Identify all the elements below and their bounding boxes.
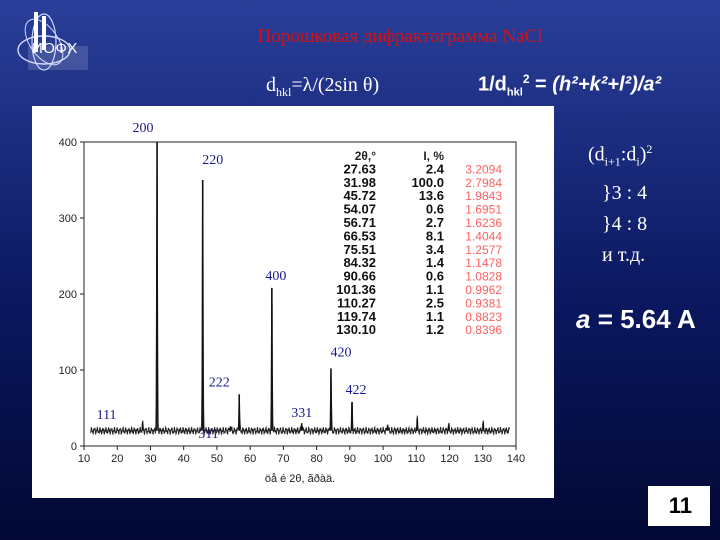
table-overlay-cell: 0.8396 xyxy=(465,323,502,337)
table-overlay-cell: 0.9381 xyxy=(465,296,502,310)
table-overlay-cell: 1.1478 xyxy=(465,256,502,270)
table-cell-2theta: 66.53 xyxy=(343,228,376,243)
y-tick-label: 400 xyxy=(59,137,77,149)
x-tick-label: 100 xyxy=(374,453,392,465)
x-tick-label: 120 xyxy=(440,453,458,465)
x-tick-label: 30 xyxy=(144,453,156,465)
x-tick-label: 50 xyxy=(211,453,223,465)
cubic-formula: 1/dhkl2 = (h²+k²+l²)/a² xyxy=(478,72,662,99)
peak-label: 220 xyxy=(202,153,223,168)
y-tick-label: 100 xyxy=(59,365,77,377)
table-cell-intensity: 100.0 xyxy=(411,175,444,190)
x-tick-label: 90 xyxy=(344,453,356,465)
table-cell-2theta: 119.74 xyxy=(337,309,377,324)
peak-label: 200 xyxy=(133,121,154,136)
table-cell-2theta: 110.27 xyxy=(337,295,376,310)
table-cell-2theta: 45.72 xyxy=(343,188,376,203)
table-cell-intensity: 2.5 xyxy=(426,295,444,310)
table-cell-2theta: 90.66 xyxy=(343,269,376,284)
table-cell-2theta: 31.98 xyxy=(343,175,376,190)
table-overlay-cell: 1.6236 xyxy=(465,216,502,230)
peak-labels: 111 200 220 311 222 400 331 420 422 xyxy=(97,121,367,442)
x-tick-label: 140 xyxy=(507,453,525,465)
table-header-intensity: I, % xyxy=(423,149,444,163)
table-cell-intensity: 3.4 xyxy=(426,242,445,257)
slide-title: Порошковая дифрактограмма NaCl xyxy=(257,26,543,47)
diffractogram-panel: 10 20 30 40 50 60 70 80 90 100 110 120 130 140 0 100 200… xyxy=(32,106,554,498)
table-overlay-cell: 0.9962 xyxy=(465,283,502,297)
ratio-header: (di+1:di)2 xyxy=(588,142,653,169)
table-overlay-cell: 3.2094 xyxy=(465,162,502,176)
table-overlay-cell: 1.4044 xyxy=(465,229,502,243)
table-cell-intensity: 1.1 xyxy=(426,282,444,297)
table-overlay-cell: 1.6951 xyxy=(465,203,502,217)
ratio-line-3: и т.д. xyxy=(602,243,646,266)
diffractogram-chart: 10 20 30 40 50 60 70 80 90 100 110 120 130 140 0 100 200… xyxy=(59,121,526,485)
y-tick-label: 0 xyxy=(71,441,77,453)
table-cell-intensity: 1.4 xyxy=(426,255,445,270)
x-tick-label: 10 xyxy=(78,453,90,465)
table-cell-intensity: 1.2 xyxy=(426,322,444,337)
x-axis-label: öå é 2θ, ãðàä. xyxy=(265,473,335,485)
table-cell-2theta: 56.71 xyxy=(343,215,376,230)
table-cell-intensity: 0.6 xyxy=(426,202,444,217)
ratio-line-1: }3 : 4 xyxy=(602,181,648,204)
institute-logo xyxy=(17,12,88,71)
table-cell-intensity: 2.7 xyxy=(426,215,444,230)
peak-label: 400 xyxy=(265,269,286,284)
lattice-constant: a = 5.64 A xyxy=(576,304,696,334)
table-cell-intensity: 1.1 xyxy=(426,309,444,324)
peak-label: 222 xyxy=(209,375,230,390)
spacing-ratio-block: (di+1:di)2 }3 : 4 }4 : 8 и т.д. xyxy=(588,134,652,271)
table-header-2theta: 2θ,° xyxy=(355,149,376,163)
x-tick-label: 70 xyxy=(277,453,289,465)
peak-label: 331 xyxy=(291,406,312,421)
diffraction-trace xyxy=(90,142,510,437)
table-cell-2theta: 84.32 xyxy=(343,255,376,270)
table-cell-2theta: 54.07 xyxy=(343,202,376,217)
table-overlay-cell: 1.0828 xyxy=(465,270,502,284)
x-tick-label: 80 xyxy=(310,453,322,465)
diffraction-line xyxy=(90,142,510,437)
x-tick-label: 60 xyxy=(244,453,256,465)
x-tick-label: 110 xyxy=(408,453,426,465)
table-overlay-cell: 1.2577 xyxy=(465,243,502,257)
peak-label: 311 xyxy=(198,427,218,442)
peak-label: 420 xyxy=(330,345,351,360)
table-cell-intensity: 8.1 xyxy=(426,228,444,243)
table-cell-intensity: 0.6 xyxy=(426,269,444,284)
table-cell-2theta: 27.63 xyxy=(343,161,376,176)
peak-table: 2θ,° I, % 27.63 2.4 31.98 100.0 45.72 13.6 54.07… xyxy=(336,149,502,337)
x-tick-label: 20 xyxy=(111,453,123,465)
chart-axes: 10 20 30 40 50 60 70 80 90 100 110 120 130 140 0 100 200… xyxy=(59,137,526,485)
peak-label: 422 xyxy=(346,383,367,398)
logo-text: ИОФХ xyxy=(32,40,78,57)
y-tick-label: 300 xyxy=(59,213,77,225)
ratio-line-2: }4 : 8 xyxy=(602,212,648,235)
peak-label: 111 xyxy=(97,408,117,423)
x-tick-label: 40 xyxy=(178,453,190,465)
table-cell-2theta: 101.36 xyxy=(336,282,376,297)
table-cell-2theta: 75.51 xyxy=(343,242,376,257)
page-number: 11 xyxy=(648,486,710,526)
table-overlay-cell: 2.7984 xyxy=(465,176,502,190)
table-cell-intensity: 2.4 xyxy=(426,161,445,176)
y-tick-label: 200 xyxy=(59,289,77,301)
bragg-formula: dhkl=λ/(2sin θ) xyxy=(266,74,380,99)
table-cell-intensity: 13.6 xyxy=(419,188,444,203)
x-tick-label: 130 xyxy=(474,453,492,465)
table-cell-2theta: 130.10 xyxy=(336,322,376,337)
plot-frame xyxy=(83,141,517,447)
table-overlay-cell: 1.9843 xyxy=(465,189,502,203)
table-overlay-cell: 0.8823 xyxy=(465,310,502,324)
